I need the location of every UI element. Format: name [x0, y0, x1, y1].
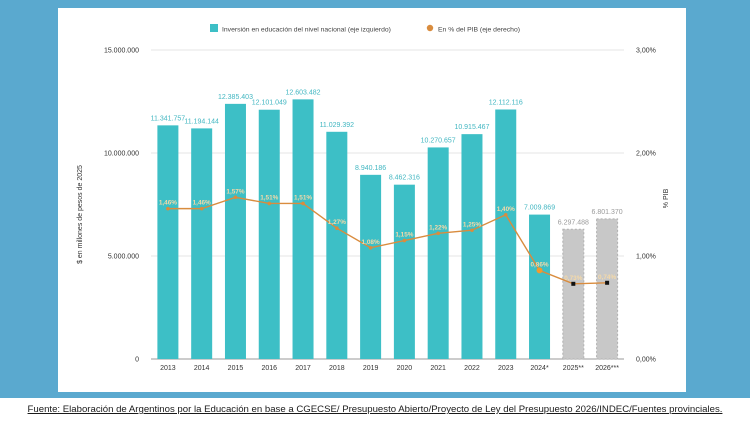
bar: [596, 218, 619, 360]
x-tick-label: 2026***: [595, 365, 619, 372]
y2-tick-label: 3,00%: [636, 48, 656, 55]
pct-label: 1,22%: [429, 224, 447, 231]
bar-value-label: 11.029.392: [320, 122, 355, 129]
bar-value-label: 11.194.144: [184, 118, 219, 125]
line-point: [368, 245, 373, 250]
pct-label: 0,73%: [564, 275, 582, 282]
y-axis-title: $ en millones de pesos de 2025: [77, 165, 84, 264]
line-point: [267, 201, 272, 206]
bar-value-label: 7.009.869: [524, 205, 555, 212]
pct-label: 1,25%: [463, 221, 481, 228]
pct-label: 0,86%: [530, 261, 548, 268]
legend-swatch-line: [426, 24, 434, 32]
pct-label: 1,40%: [497, 206, 515, 213]
legend: Inversión en educación del nivel naciona…: [210, 24, 520, 34]
bar-value-labels: 11.341.757 11.194.144 12.385.40312.101.049…: [151, 89, 623, 226]
pct-label: 1,46%: [159, 200, 177, 207]
bar-value-label: 6.297.488: [558, 219, 589, 226]
legend-label-bars: Inversión en educación del nivel naciona…: [222, 27, 391, 34]
source-note: Fuente: Elaboración de Argentinos por la…: [0, 401, 750, 423]
bar: [191, 128, 213, 359]
bar: [427, 147, 449, 359]
pct-label: 1,51%: [294, 194, 312, 201]
bar-value-label: 8.940.186: [355, 165, 386, 172]
y2-tick-label: 0,00%: [636, 357, 656, 364]
x-tick-label: 2025**: [563, 365, 584, 372]
bar: [529, 214, 551, 359]
pct-label: 1,51%: [260, 194, 278, 201]
bar: [461, 134, 483, 359]
x-tick-label: 2014: [194, 365, 210, 372]
x-tick-label: 2023: [498, 365, 514, 372]
bar: [326, 131, 348, 359]
line-point: [436, 231, 440, 236]
bar-value-label: 8.462.316: [389, 175, 420, 182]
bar-series: [157, 99, 619, 360]
x-tick-label: 2020: [397, 365, 413, 372]
line-point: [233, 195, 238, 200]
bar: [224, 103, 246, 360]
line-point: [301, 201, 305, 206]
line-point: [199, 206, 204, 211]
pct-label: 0,74%: [598, 274, 616, 281]
pct-label: 1,27%: [328, 219, 346, 226]
x-tick-label: 2019: [363, 365, 379, 372]
bar: [360, 174, 382, 359]
line-path: [167, 196, 608, 285]
bar: [292, 99, 314, 359]
x-tick-label: 2018: [329, 365, 345, 372]
bar: [562, 228, 585, 360]
line-series: 1,46% 1,46% 1,57% 1,51% 1,51% 1,27% 1,08% 1,15%…: [159, 188, 616, 286]
y-tick-label: 10.000.000: [104, 151, 139, 158]
x-tick-label: 2024*: [530, 365, 549, 372]
bar: [258, 109, 280, 360]
line-point: [503, 213, 508, 217]
bar-value-label: 10.915.467: [454, 124, 489, 131]
line-point: [571, 281, 576, 286]
line-point: [166, 206, 170, 211]
line-point: [402, 238, 407, 243]
x-tick-label: 2015: [228, 365, 244, 372]
legend-swatch-bars: [210, 24, 218, 32]
line-point: [470, 228, 474, 233]
bar-value-label: 11.341.757: [151, 115, 186, 122]
bar-value-label: 12.603.482: [286, 89, 321, 96]
y-tick-label: 0: [135, 357, 139, 364]
y2-axis-title: % PIB: [663, 188, 670, 208]
legend-label-line: En % del PIB (eje derecho): [438, 27, 520, 34]
line-point: [335, 226, 339, 230]
pct-label: 1,57%: [226, 188, 244, 195]
line-point: [536, 267, 543, 274]
pct-label: 1,15%: [395, 232, 413, 239]
bar-value-label: 10.270.657: [421, 137, 456, 144]
x-tick-label: 2013: [160, 365, 176, 372]
bar-value-label: 6.801.370: [592, 209, 623, 216]
x-axis-labels: 2013 2014 2015 2016 2017 2018 2019 2020 2021 2022…: [160, 365, 619, 372]
x-tick-label: 2017: [295, 365, 311, 372]
bar: [393, 184, 415, 359]
pct-label: 1,46%: [193, 200, 211, 207]
y2-tick-label: 1,00%: [636, 254, 656, 261]
pct-label: 1,08%: [362, 239, 380, 246]
x-tick-label: 2016: [261, 365, 277, 372]
bar: [495, 109, 517, 359]
y-axis-left: 0 5.000.000 10.000.000 15.000.000: [104, 48, 139, 364]
y-tick-label: 5.000.000: [108, 254, 139, 261]
y-axis-right: 0,00% 1,00% 2,00% 3,00%: [636, 48, 656, 364]
x-tick-label: 2022: [464, 365, 480, 372]
chart: Inversión en educación del nivel naciona…: [77, 24, 670, 372]
y2-tick-label: 2,00%: [636, 151, 656, 158]
bar: [157, 125, 179, 359]
chart-panel: Inversión en educación del nivel naciona…: [58, 8, 686, 392]
line-point: [605, 280, 610, 285]
x-tick-label: 2021: [430, 365, 446, 372]
bar-value-label: 12.101.049: [252, 100, 287, 107]
y-tick-label: 15.000.000: [104, 48, 139, 55]
bar-value-label: 12.385.403: [218, 94, 253, 101]
bar-value-label: 12.112.116: [489, 99, 523, 106]
